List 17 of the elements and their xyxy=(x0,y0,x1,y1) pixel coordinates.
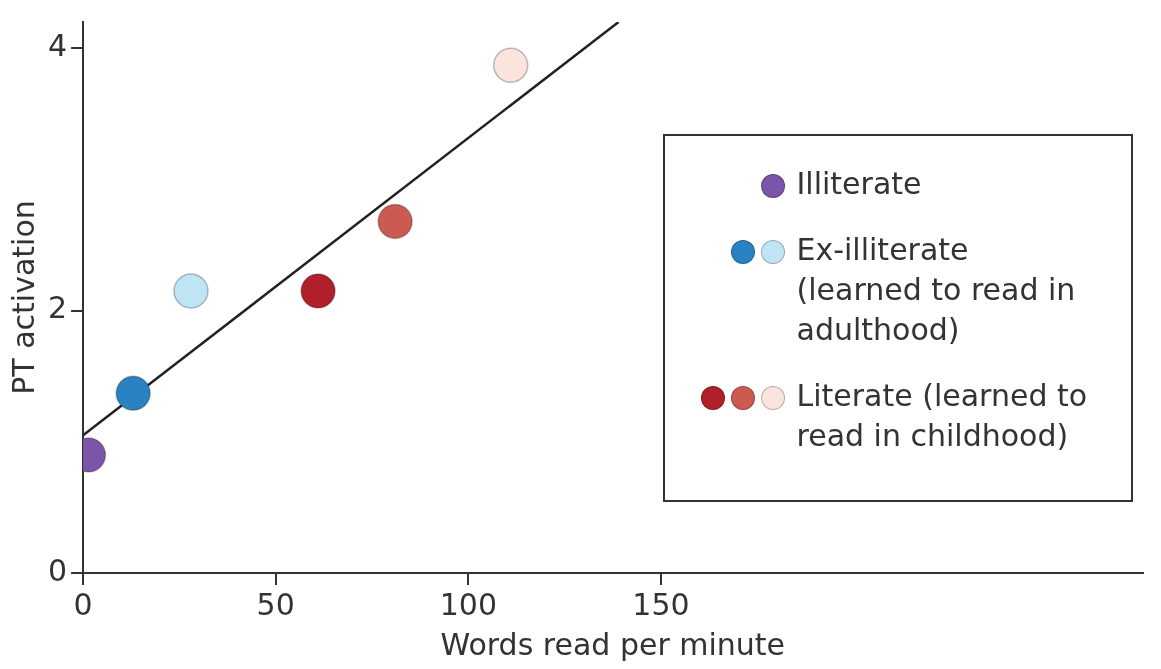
legend-label: Ex-illiterate (learned to read in adulthood) xyxy=(796,230,1077,349)
x-tick-label: 0 xyxy=(73,586,93,622)
point xyxy=(377,203,413,240)
point xyxy=(300,273,336,309)
point xyxy=(115,375,151,412)
x-tick-label: 150 xyxy=(632,586,690,622)
point xyxy=(492,47,529,84)
x-axis-title: Words read per minute xyxy=(440,626,786,662)
y-tick-label: 0 xyxy=(47,552,68,588)
y-tick-label: 4 xyxy=(47,28,68,64)
legend-label: Illiterate xyxy=(796,164,923,203)
y-axis-title: PT activation xyxy=(5,200,41,395)
legend-label: Literate (learned to read in childhood) xyxy=(796,376,1089,455)
x-tick-label: 100 xyxy=(439,586,497,622)
y-tick-label: 2 xyxy=(47,290,68,326)
point xyxy=(173,273,209,309)
x-tick-label: 50 xyxy=(256,586,295,622)
